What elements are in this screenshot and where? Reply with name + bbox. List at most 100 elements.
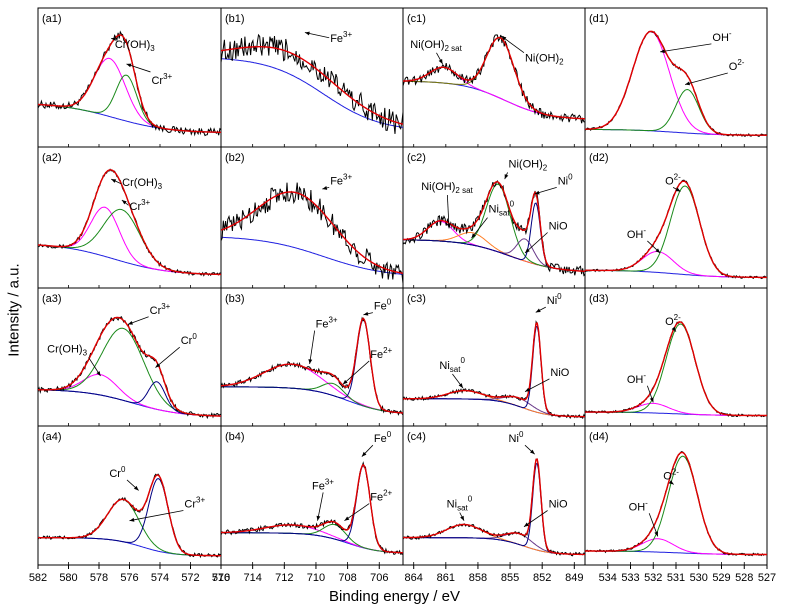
panel-d4: (d4) O2- OH- [585, 431, 767, 557]
peak-annotation: Fe0 [374, 430, 392, 445]
arrow-head [525, 387, 531, 392]
panel-d2: (d2) O2- OH- [585, 152, 767, 280]
arrow-head [316, 515, 321, 521]
annotation-arrow [523, 510, 548, 528]
arrow-head [446, 223, 451, 229]
arrow-head [525, 248, 530, 253]
x-tick-label: 533 [621, 572, 639, 584]
arrow-head [308, 359, 313, 364]
peak-annotation: Fe3+ [330, 172, 352, 187]
annotation-arrow [129, 510, 184, 522]
x-tick-label: 530 [690, 572, 708, 584]
component-peak [38, 208, 221, 275]
annotation-arrow [317, 492, 324, 521]
background-line [403, 239, 585, 272]
arrow-head [529, 449, 535, 455]
panel-frame [402, 425, 586, 566]
peak-annotation: Nisat0 [439, 356, 465, 374]
peak-annotation: OH- [629, 498, 649, 513]
x-tick-label: 861 [437, 572, 455, 584]
panel-b1: (b1) Fe3+ [221, 13, 403, 134]
raw-spectrum [585, 321, 767, 418]
arrow-head [121, 200, 127, 205]
component-peak [221, 464, 403, 554]
arrow-head [660, 49, 665, 54]
envelope-fit [221, 191, 403, 274]
envelope-fit [38, 316, 221, 417]
component-peak [585, 323, 767, 416]
x-tick-label: 527 [758, 572, 776, 584]
arrow-head [471, 233, 476, 239]
panel-frame [584, 146, 768, 289]
peak-annotation: Cr3+ [184, 496, 205, 511]
peak-annotation: O2- [665, 172, 681, 187]
envelope-fit [38, 34, 221, 133]
panel-c3: (c3) Ni0 Nisat0 NiO [403, 292, 585, 420]
background-line [403, 398, 585, 418]
arrow-head [126, 63, 132, 68]
component-peak [221, 318, 403, 414]
peak-annotation: Ni(OH)2 sat [410, 39, 462, 53]
peak-annotation: Fe3+ [316, 316, 338, 331]
peak-annotation: O2- [663, 468, 679, 483]
panel-c1: (c1) Ni(OH)2 sat Ni(OH)2 [403, 13, 585, 124]
peak-annotation: Ni(OH)2 [509, 158, 548, 172]
peak-annotation: Fe2+ [370, 489, 392, 504]
peak-annotation: Cr(OH)3 [122, 177, 162, 191]
component-peak [38, 327, 221, 417]
panel-frame [584, 287, 768, 427]
panel-b2: (b2) Fe3+ [221, 152, 403, 284]
x-tick-label: 570 [212, 572, 230, 584]
panel-frame [220, 146, 404, 289]
panel-title: (c3) [407, 293, 426, 305]
x-tick-label: 576 [120, 572, 138, 584]
panel-title: (d1) [589, 13, 609, 25]
raw-spectrum [403, 180, 585, 277]
raw-spectrum [38, 473, 221, 559]
panel-a2: (a2) Cr(OH)3 Cr3+ [38, 152, 221, 277]
peak-annotation: Ni0 [547, 292, 562, 307]
annotation-arrow [501, 35, 525, 54]
panel-title: (c2) [407, 152, 426, 164]
peak-annotation: Nisat0 [489, 200, 515, 218]
panel-frame [402, 146, 586, 289]
panel-title: (c1) [407, 13, 426, 25]
arrow-head [523, 522, 529, 527]
x-tick-label: 529 [712, 572, 730, 584]
envelope-fit [585, 30, 767, 136]
arrow-head [654, 531, 659, 537]
component-peak [38, 57, 221, 133]
panel-b4: (b4) Fe0 Fe3+ Fe2+ [221, 430, 403, 556]
panel-frame [584, 7, 768, 148]
arrow-head [675, 187, 681, 192]
panel-title: (a3) [42, 293, 62, 305]
annotation-arrow [155, 346, 180, 368]
raw-spectrum [221, 461, 403, 556]
envelope-fit [585, 451, 767, 556]
panel-frame [584, 425, 768, 566]
peak-annotation: NiO [549, 221, 568, 233]
x-tick-label: 858 [469, 572, 487, 584]
panel-frame [37, 287, 222, 427]
arrow-head [438, 59, 443, 64]
panel-title: (d3) [589, 293, 609, 305]
peak-annotation: Ni0 [558, 172, 573, 187]
background-line [221, 58, 403, 128]
peak-annotation: Ni(OH)2 [525, 53, 564, 67]
x-tick-label: 582 [29, 572, 47, 584]
x-tick-label: 855 [501, 572, 519, 584]
panel-c4: (c4) Ni0 Nisat0 NiO [403, 430, 585, 557]
arrow-head [342, 379, 348, 385]
panel-d3: (d3) O2- OH- [585, 293, 767, 418]
arrow-head [501, 36, 507, 41]
peak-annotation: Fe3+ [330, 30, 352, 45]
panel-a3: (a3) Cr3+ Cr(OH)3 Cr0 [38, 293, 221, 420]
component-peak [38, 478, 221, 557]
arrow-head [504, 174, 509, 180]
peak-annotation: Cr(OH)3 [47, 343, 87, 357]
component-peak [38, 373, 221, 417]
component-peak [38, 74, 221, 133]
peak-annotation: Fe2+ [370, 346, 392, 361]
raw-spectrum [221, 33, 403, 134]
background-line [38, 389, 221, 417]
